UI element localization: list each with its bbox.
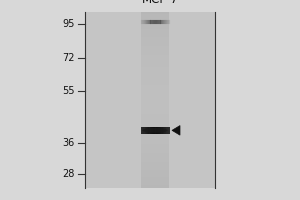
Text: 28: 28	[63, 169, 75, 179]
Polygon shape	[172, 126, 180, 135]
Bar	[141, 12, 169, 188]
Text: 55: 55	[62, 86, 75, 96]
Text: 72: 72	[62, 53, 75, 63]
Text: 95: 95	[63, 19, 75, 29]
Text: 36: 36	[63, 138, 75, 148]
Text: MCF-7: MCF-7	[142, 0, 178, 6]
Ellipse shape	[142, 128, 168, 133]
Bar	[85, 12, 215, 188]
